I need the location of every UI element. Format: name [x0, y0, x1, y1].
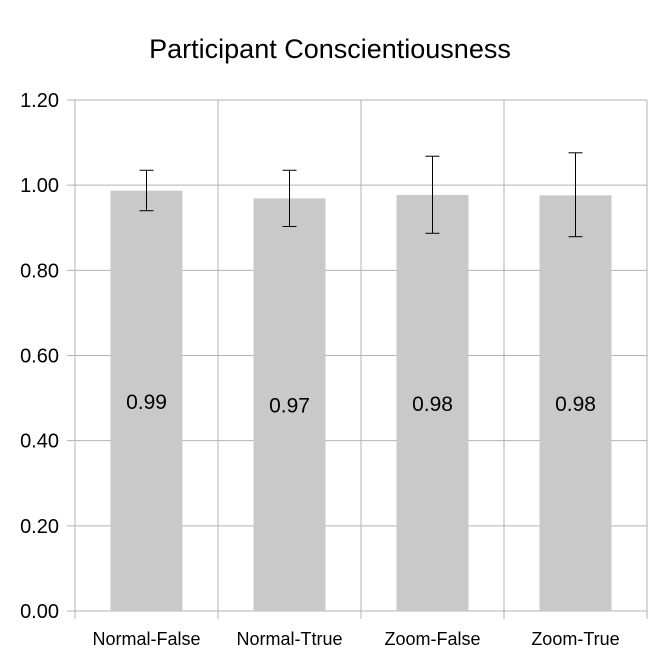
x-tick-label: Zoom-False	[384, 629, 480, 649]
data-label: 0.97	[269, 395, 310, 418]
y-tick-label: 0.00	[20, 601, 59, 623]
y-tick-label: 0.20	[20, 516, 59, 538]
x-tick-label: Normal-False	[92, 629, 200, 649]
x-tick-label: Zoom-True	[531, 629, 619, 649]
x-tick-label: Normal-Ttrue	[236, 629, 342, 649]
data-label: 0.98	[412, 393, 453, 416]
data-label: 0.98	[555, 393, 596, 416]
y-tick-label: 0.40	[20, 431, 59, 453]
y-tick-label: 0.80	[20, 260, 59, 282]
y-tick-label: 1.00	[20, 175, 59, 197]
error-bars	[139, 152, 583, 238]
bar	[539, 195, 612, 612]
bars	[110, 190, 612, 612]
bar	[110, 190, 183, 611]
y-tick-label: 0.60	[20, 346, 59, 368]
labels: 0.00 0.20 0.40 0.60 0.80 1.00 1.20 0.99 Normal-F…	[20, 90, 620, 649]
chart-title: Participant Conscientiousness	[149, 34, 511, 64]
bar	[396, 194, 469, 612]
y-tick-label: 1.20	[20, 90, 59, 112]
data-label: 0.99	[126, 391, 167, 414]
bar	[253, 198, 326, 611]
